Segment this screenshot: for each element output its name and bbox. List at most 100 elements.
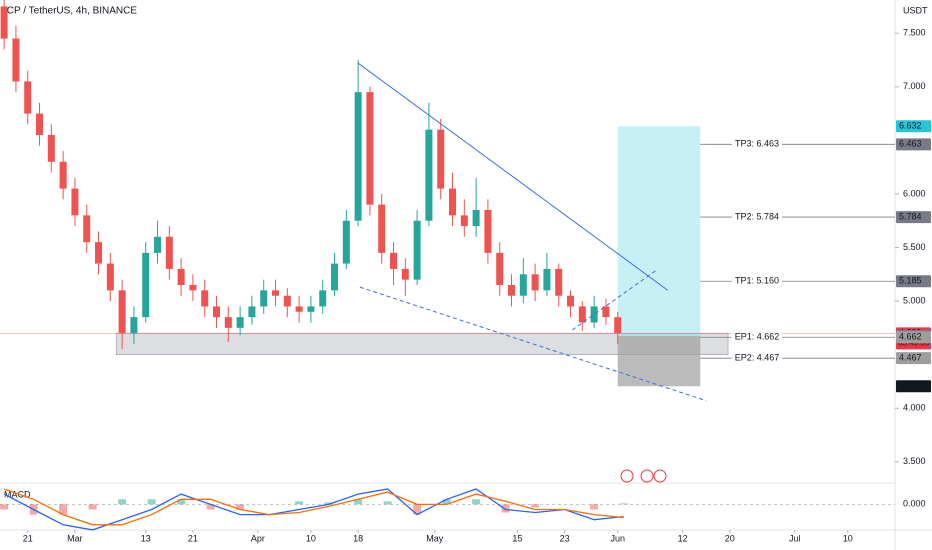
chart-title: ICP / TetherUS, 4h, BINANCE	[4, 6, 137, 17]
target-box	[617, 126, 701, 336]
x-tick-label: May	[426, 533, 444, 543]
candle-body	[0, 6, 8, 39]
macd-histogram-bar	[472, 499, 481, 505]
candle-body	[460, 215, 468, 227]
price-tag	[896, 120, 931, 133]
price-tag-label: 5.185	[899, 276, 922, 286]
candle-body	[602, 306, 610, 318]
macd-histogram-bar	[383, 501, 392, 505]
price-tag	[896, 352, 931, 365]
candle-body	[106, 263, 114, 291]
candle-body	[425, 129, 433, 221]
level-label-bg	[731, 330, 783, 343]
candle-body	[154, 236, 162, 253]
candle-body	[578, 306, 586, 323]
price-tag-label: 4.467	[899, 353, 922, 363]
y-tick-label: 5.000	[903, 295, 926, 305]
candle-body	[614, 317, 622, 334]
candle-body	[272, 290, 280, 296]
stop-box	[617, 336, 701, 387]
price-tag-label: 4.662	[899, 332, 922, 342]
candle-body	[319, 290, 327, 307]
trendline	[357, 62, 669, 291]
x-tick-label: 13	[141, 533, 151, 543]
candle-body	[531, 274, 539, 291]
y-tick-label: 6.000	[903, 188, 926, 198]
macd-tick-label: 0.000	[903, 499, 926, 509]
y-tick-label: 3.500	[903, 456, 926, 466]
candle-body	[567, 295, 575, 307]
candle-body	[130, 317, 138, 334]
candle-body	[213, 306, 221, 318]
x-tick-label: 20	[725, 533, 735, 543]
macd-histogram-bar	[88, 504, 97, 510]
macd-histogram-bar	[354, 499, 363, 505]
x-tick-label: 12	[678, 533, 688, 543]
candle-body	[47, 135, 55, 162]
level-label-bg	[731, 274, 783, 287]
price-tag	[896, 211, 931, 224]
candle-body	[590, 306, 598, 323]
trendline	[359, 286, 707, 402]
candle-body	[543, 268, 551, 291]
x-tick-label: 21	[23, 533, 33, 543]
candle-body	[378, 204, 386, 253]
macd-histogram-bar	[59, 504, 68, 515]
candle-body	[342, 220, 350, 264]
candle-body	[260, 290, 268, 307]
price-tag	[896, 331, 931, 344]
x-tick-label: Mar	[67, 533, 83, 543]
candle-body	[248, 306, 256, 318]
candle-body	[36, 113, 44, 135]
x-tick-label: 23	[560, 533, 570, 543]
candle-body	[12, 38, 20, 82]
candle-body	[331, 263, 339, 291]
price-tag-label: 4.205	[899, 381, 922, 391]
candle-body	[165, 236, 173, 269]
price-tag-label: 5.784	[899, 211, 922, 221]
trendline	[571, 269, 657, 331]
candle-body	[95, 242, 103, 264]
x-tick-label: 21	[188, 533, 198, 543]
x-tick-label: 18	[353, 533, 363, 543]
level-label: EP2: 4.467	[735, 353, 780, 363]
event-icon	[653, 469, 667, 483]
candle-body	[449, 188, 457, 216]
candle-body	[118, 290, 126, 334]
macd-histogram-bar	[0, 504, 9, 510]
macd-histogram-bar	[295, 501, 304, 505]
candle-body	[201, 290, 209, 307]
price-tag-label: 6.463	[899, 139, 922, 149]
macd-histogram-bar	[619, 503, 628, 505]
candle-body	[354, 92, 362, 221]
x-tick-label: Apr	[251, 533, 265, 543]
macd-histogram-bar	[147, 499, 156, 505]
candle-body	[508, 285, 516, 296]
macd-histogram-bar	[177, 499, 186, 505]
candle-body	[484, 210, 492, 253]
candle-body	[189, 285, 197, 291]
macd-histogram-bar	[442, 499, 451, 505]
candle-body	[437, 129, 445, 189]
macd-histogram-bar	[413, 504, 422, 515]
macd-histogram-bar	[206, 504, 215, 510]
y-tick-label: 4.000	[903, 403, 926, 413]
currency-label: USDT	[903, 5, 928, 15]
y-tick-label: 7.000	[903, 81, 926, 91]
price-tag-label: 6.632	[899, 121, 922, 131]
candle-body	[24, 81, 32, 114]
candle-body	[307, 306, 315, 312]
macd-histogram-bar	[236, 504, 245, 510]
event-icons	[620, 469, 667, 483]
candle-body	[71, 188, 79, 216]
x-tick-label: 10	[843, 533, 853, 543]
price-tag	[896, 380, 931, 393]
macd-histogram-bar	[590, 504, 599, 510]
candle-body	[413, 220, 421, 280]
macd-histogram-bar	[501, 504, 510, 513]
event-icon	[640, 469, 654, 483]
macd-signal-line	[3, 488, 624, 526]
level-label: TP3: 6.463	[735, 139, 779, 149]
